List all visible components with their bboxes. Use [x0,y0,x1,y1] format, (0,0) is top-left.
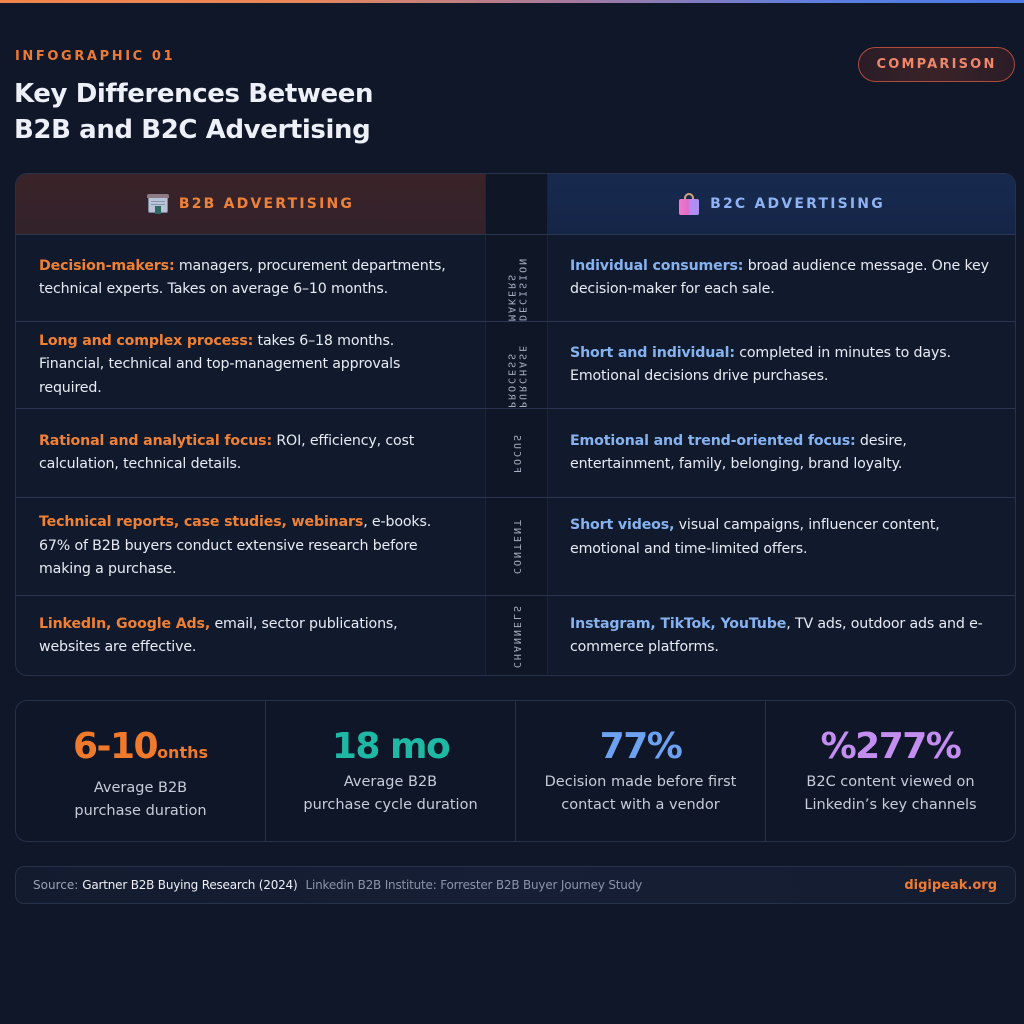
table-row: Decision-makers: managers, procurement d… [16,235,1015,322]
b2c-cell: Instagram, TikTok, YouTube, TV ads, outd… [548,596,1015,675]
b2b-highlight: Technical reports, case studies, webinar… [39,514,364,531]
middle-column-header [485,174,548,234]
stat-label: Decision made before first contact with a… [544,774,737,813]
brand-link[interactable]: digipeak.org [904,877,997,893]
stat-card: 77% Decision made before first contact wi… [516,701,766,841]
row-category: FOCUS [485,409,548,497]
top-accent-bar [0,0,1024,3]
b2b-text: takes 6–18 months. Financial, technical … [39,332,401,396]
b2b-text: ROI, efficiency, cost calculation, techn… [39,432,415,473]
stat-card: %277% B2C content viewed on Linkedin’s ke… [766,701,1015,841]
b2c-highlight: Short and individual: [570,344,735,361]
source-footer: Source: Gartner B2B Buying Research (202… [15,866,1016,904]
b2b-text: managers, procurement departments, techn… [39,257,446,298]
row-category: CHANNELS [485,596,548,675]
b2b-cell: Decision-makers: managers, procurement d… [16,235,485,321]
shopping-bag-icon [678,193,700,215]
b2c-highlight: Emotional and trend-oriented focus: [570,432,856,449]
category-label: CHANNELS [511,603,522,669]
b2b-highlight: LinkedIn, Google Ads, [39,615,211,632]
stat-label: Average B2B purchase duration [74,780,207,819]
b2b-text: email, sector publications, websites are… [39,615,398,656]
comparison-table: B2B ADVERTISING B2C ADVERTISING Decision… [15,173,1016,676]
stat-label: B2C content viewed on Linkedin’s key chan… [804,774,977,813]
table-body: Decision-makers: managers, procurement d… [16,235,1015,675]
b2c-text: broad audience message. One key decision… [570,257,989,298]
stat-value: 6-10onths [73,725,208,775]
category-label: PURCHASE PROCESS [505,343,528,408]
category-label: CONTENT [511,518,522,575]
source-primary: Gartner B2B Buying Research (2024) [82,878,298,892]
b2b-header-label: B2B ADVERTISING [178,196,355,212]
b2b-cell: Technical reports, case studies, webinar… [16,498,485,595]
row-category: DECISION MAKERS [485,235,548,321]
stat-suffix: onths [157,743,209,762]
table-row: Technical reports, case studies, webinar… [16,498,1015,596]
b2c-column-header: B2C ADVERTISING [548,174,1015,234]
stat-value: 77% [599,726,683,767]
category-label: FOCUS [511,432,522,474]
source-secondary: Linkedin B2B Institute: Forrester B2B Bu… [305,878,643,892]
b2b-cell: Long and complex process: takes 6–18 mon… [16,322,485,408]
building-icon [146,194,169,214]
stat-card: 18 mo Average B2B purchase cycle duration [266,701,516,841]
stat-value: %277% [820,726,962,767]
eyebrow-label: INFOGRAPHIC 01 [15,49,176,64]
b2c-text: completed in minutes to days. Emotional … [570,344,951,385]
b2b-cell: Rational and analytical focus: ROI, effi… [16,409,485,497]
table-row: LinkedIn, Google Ads, email, sector publ… [16,596,1015,675]
b2b-highlight: Decision-makers: [39,257,175,274]
b2b-highlight: Rational and analytical focus: [39,432,272,449]
b2c-highlight: Individual consumers: [570,257,744,274]
stat-card: 6-10onths Average B2B purchase duration [16,701,266,841]
b2c-cell: Emotional and trend-oriented focus: desi… [548,409,1015,497]
b2b-column-header: B2B ADVERTISING [16,174,485,234]
b2c-cell: Individual consumers: broad audience mes… [548,235,1015,321]
b2c-highlight: Short videos, [570,517,675,533]
table-header: B2B ADVERTISING B2C ADVERTISING [16,174,1015,235]
b2c-text: visual campaigns, influencer content, em… [570,517,940,557]
row-category: CONTENT [485,498,548,595]
category-label: DECISION MAKERS [505,256,528,321]
row-category: PURCHASE PROCESS [485,322,548,408]
comparison-badge: COMPARISON [858,47,1015,82]
table-row: Rational and analytical focus: ROI, effi… [16,409,1015,498]
stats-panel: 6-10onths Average B2B purchase duration 1… [15,700,1016,842]
b2c-highlight: Instagram, TikTok, YouTube [570,615,787,632]
stat-label: Average B2B purchase cycle duration [303,774,478,813]
b2b-cell: LinkedIn, Google Ads, email, sector publ… [16,596,485,675]
table-row: Long and complex process: takes 6–18 mon… [16,322,1015,409]
title-line-1: Key Differences Between [14,79,374,109]
stat-value: 18 mo [331,726,451,767]
b2b-highlight: Long and complex process: [39,332,254,349]
b2c-header-label: B2C ADVERTISING [710,196,885,212]
b2b-text: , e-books. 67% of B2B buyers conduct ext… [39,514,432,578]
source-label: Source: [33,878,79,892]
b2c-text: , TV ads, outdoor ads and e-commerce pla… [570,615,983,656]
b2c-text: desire, entertainment, family, belonging… [570,432,907,473]
title-line-2: B2B and B2C Advertising [14,115,371,145]
b2c-cell: Short and individual: completed in minut… [548,322,1015,408]
b2c-cell: Short videos, visual campaigns, influenc… [548,498,1015,595]
stat-number: 6-10 [72,726,159,767]
page-title: Key Differences Between B2B and B2C Adve… [14,76,373,148]
